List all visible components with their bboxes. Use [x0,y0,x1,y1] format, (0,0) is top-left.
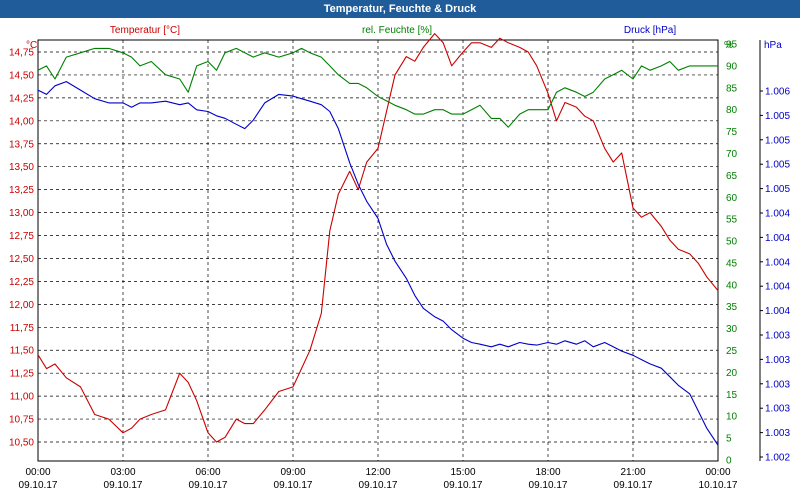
humidity-tick-label: 85 [726,83,738,94]
temperature-tick-label: 12,00 [9,300,34,311]
temperature-tick-label: 11,50 [10,346,35,357]
pressure-tick-label: 1.004 [765,257,790,268]
x-tick-time: 00:00 [705,467,730,478]
x-tick-date: 10.10.17 [699,480,738,491]
temperature-tick-label: 14,00 [9,116,34,127]
humidity-tick-label: 30 [726,324,738,335]
pressure-tick-label: 1.005 [765,111,790,122]
temperature-tick-label: 10,50 [9,438,34,449]
x-tick-date: 09.10.17 [19,480,58,491]
temperature-tick-label: 12,50 [9,254,34,265]
humidity-tick-label: 55 [726,215,738,226]
humidity-tick-label: 20 [726,368,738,379]
x-tick-time: 18:00 [535,467,560,478]
chart-title: Temperatur, Feuchte & Druck [0,0,800,18]
pressure-tick-label: 1.006 [765,87,790,98]
pressure-tick-label: 1.005 [765,160,790,171]
series-line-temperature [37,33,719,443]
plot-border [37,39,719,462]
humidity-tick-label: 90 [726,61,738,72]
temperature-tick-label: 13,50 [9,162,34,173]
temperature-tick-label: 13,25 [9,185,34,196]
pressure-tick-label: 1.003 [765,331,790,342]
x-tick-date: 09.10.17 [274,480,313,491]
temperature-tick-label: 13,75 [9,139,34,150]
temperature-unit-label: °C [26,40,37,51]
temperature-tick-label: 12,25 [9,277,34,288]
series-line-humidity [37,47,718,128]
temperature-tick-label: 14,25 [9,93,34,104]
legend-item: Druck [hPa] [624,25,676,36]
pressure-tick-label: 1.003 [765,428,790,439]
temperature-tick-label: 14,50 [9,70,34,81]
x-tick-date: 09.10.17 [614,480,653,491]
x-tick-date: 09.10.17 [104,480,143,491]
x-tick-time: 09:00 [280,467,305,478]
temperature-tick-label: 12,75 [9,231,34,242]
pressure-tick-label: 1.004 [765,282,790,293]
pressure-tick-label: 1.003 [765,379,790,390]
temperature-tick-label: 11,00 [10,392,35,403]
pressure-tick-label: 1.003 [765,404,790,415]
temperature-tick-label: 11,75 [10,323,35,334]
pressure-tick-label: 1.003 [765,355,790,366]
temperature-tick-label: 14,75 [9,48,34,59]
series-group [37,33,719,446]
pressure-tick-label: 1.005 [765,184,790,195]
pressure-tick-label: 1.004 [765,233,790,244]
humidity-unit-label: % [724,40,733,51]
humidity-tick-label: 60 [726,193,738,204]
x-tick-time: 15:00 [450,467,475,478]
humidity-tick-label: 50 [726,237,738,248]
humidity-tick-label: 35 [726,302,738,313]
chart-canvas: 14,75 14,50 14,25 14,00 13,75 13,50 13,25 13,00… [0,18,800,500]
humidity-tick-label: 70 [726,149,738,160]
grid [38,40,718,461]
legend-item: rel. Feuchte [%] [362,25,432,36]
pressure-tick-label: 1.004 [765,306,790,317]
x-tick-date: 09.10.17 [444,480,483,491]
legend: °C% hPa Temperatur [°C] rel. Feuchte [%] Dru… [26,25,782,51]
pressure-axis: 1.006 1.005 1.005 1.005 1.005 1.004 1.004 1.004… [760,87,790,464]
pressure-tick-label: 1.002 [765,453,790,464]
x-tick-date: 09.10.17 [359,480,398,491]
humidity-tick-label: 45 [726,258,738,269]
x-tick-date: 09.10.17 [529,480,568,491]
humidity-tick-label: 75 [726,127,738,138]
humidity-tick-label: 80 [726,105,738,116]
humidity-tick-label: 10 [726,412,738,423]
pressure-tick-label: 1.004 [765,209,790,220]
humidity-tick-label: 40 [726,280,738,291]
plot-frame [37,39,761,462]
x-tick-time: 00:00 [25,467,50,478]
x-tick-time: 12:00 [365,467,390,478]
humidity-tick-label: 0 [726,456,732,467]
x-tick-time: 03:00 [110,467,135,478]
humidity-tick-label: 5 [726,434,732,445]
humidity-tick-label: 95 [726,40,738,51]
x-tick-time: 21:00 [620,467,645,478]
pressure-unit-label: hPa [764,40,782,51]
humidity-tick-label: 15 [726,390,738,401]
series-line-pressure [37,81,719,446]
temperature-axis: 14,75 14,50 14,25 14,00 13,75 13,50 13,25 13,00… [9,48,34,449]
x-tick-time: 06:00 [195,467,220,478]
humidity-tick-label: 25 [726,346,738,357]
pressure-tick-label: 1.005 [765,135,790,146]
temperature-tick-label: 13,00 [9,208,34,219]
temperature-tick-label: 10,75 [9,415,34,426]
x-axis: 00:00 09.10.17 03:00 09.10.17 06:00 09.10.17 0… [19,467,738,491]
x-tick-date: 09.10.17 [189,480,228,491]
humidity-tick-label: 65 [726,171,738,182]
legend-item: Temperatur [°C] [110,25,180,36]
temperature-tick-label: 11,25 [10,369,35,380]
